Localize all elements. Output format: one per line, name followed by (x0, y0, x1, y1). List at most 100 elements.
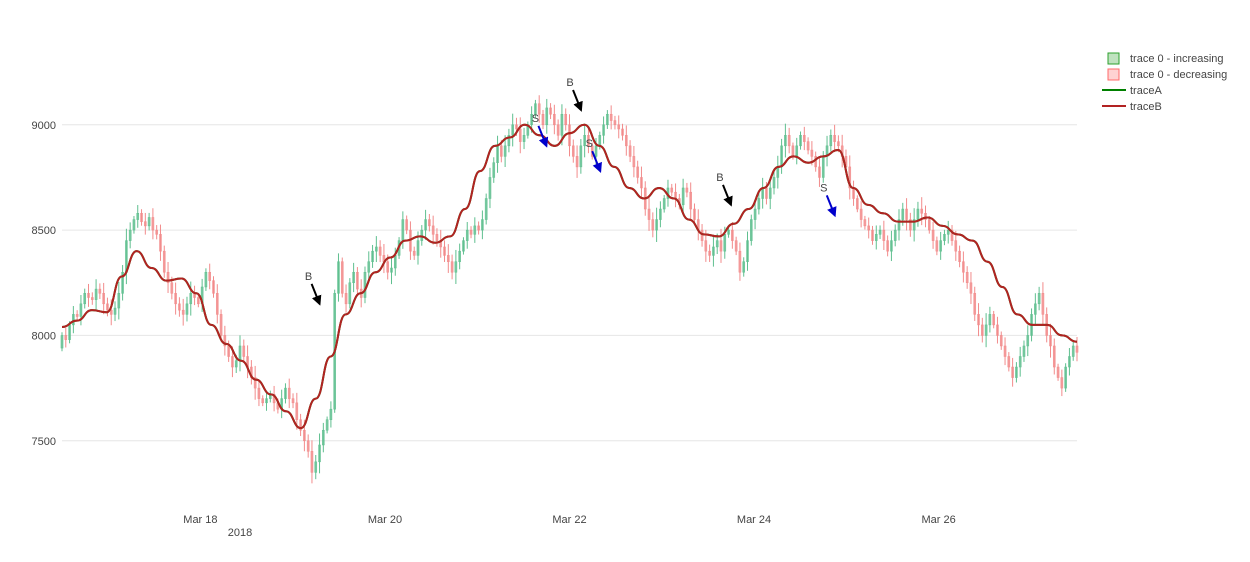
candle-body (162, 250, 166, 273)
candle-body (874, 234, 878, 241)
candle-body (965, 271, 969, 284)
candle-body (935, 240, 939, 252)
candle-body (386, 261, 390, 273)
candle-body (780, 145, 783, 168)
candle-body (234, 360, 238, 368)
annotation-arrow (591, 150, 602, 173)
candle-body (356, 271, 359, 290)
candle-body (185, 303, 189, 315)
annotation-label: S (586, 138, 593, 150)
candle-body (106, 303, 109, 311)
candle-body (670, 187, 674, 193)
annotation-label: B (305, 271, 312, 283)
x-axis: 2018 Mar 18 Mar 20 Mar 22 Mar 24 Mar 26 (183, 514, 955, 539)
candle-body (181, 309, 185, 315)
candle-body (890, 240, 893, 252)
candle-body (689, 191, 692, 210)
candle-body (715, 240, 719, 248)
candle-body (212, 280, 215, 294)
candle-body (564, 113, 568, 126)
candle-body (628, 145, 632, 157)
x-axis-year-label: 2018 (228, 527, 252, 539)
candle-body (420, 229, 424, 241)
candle-body (443, 246, 446, 256)
x-tick-label: Mar 24 (737, 514, 771, 526)
candle-body (568, 124, 571, 147)
candle-body (704, 240, 708, 252)
legend-item[interactable]: traceA (1102, 85, 1162, 97)
candle-body (545, 107, 549, 126)
candle-body (303, 429, 306, 442)
candle-body (878, 229, 882, 235)
candle-body (837, 141, 840, 147)
candle-body (144, 221, 147, 227)
candle-body (931, 229, 935, 241)
candle-body (856, 198, 859, 210)
candle-body (352, 271, 355, 284)
candle-body (753, 208, 757, 220)
candle-body (1068, 356, 1071, 368)
y-tick-label: 8500 (32, 225, 56, 237)
candle-body (534, 103, 537, 115)
candle-body (435, 234, 439, 241)
candle-body (401, 219, 405, 241)
candle-body (515, 124, 518, 130)
candle-body (742, 261, 746, 273)
candle-body (208, 271, 211, 281)
annotation-label: B (566, 77, 573, 89)
candle-body (674, 191, 677, 199)
y-tick-label: 7500 (32, 436, 56, 448)
x-tick-label: Mar 22 (552, 514, 586, 526)
legend-item[interactable]: trace 0 - decreasing (1107, 68, 1227, 81)
candle-body (969, 282, 973, 294)
candle-body (928, 219, 931, 231)
candle-body (189, 293, 193, 305)
candle-body (117, 293, 121, 309)
candle-body (507, 135, 511, 147)
candle-body (924, 212, 927, 220)
candle-body (920, 208, 924, 214)
candle-body (583, 135, 586, 147)
candle-body (140, 212, 143, 222)
annotation-label: S (532, 113, 539, 125)
legend-swatch (1107, 52, 1120, 65)
candle-body (1007, 356, 1011, 368)
candle-body (1056, 366, 1060, 378)
legend-item[interactable]: traceB (1102, 101, 1162, 113)
candle-body (378, 246, 382, 256)
candle-body (958, 250, 961, 262)
candle-body (973, 293, 977, 315)
candle-body (98, 288, 102, 294)
legend[interactable]: trace 0 - increasing trace 0 - decreasing… (1102, 52, 1227, 113)
candle-body (757, 198, 761, 210)
candle-body (810, 149, 814, 157)
traceA-line (61, 123, 1078, 430)
candles (60, 95, 1079, 484)
candle-body (1041, 293, 1045, 315)
candle-body (412, 250, 416, 256)
annotation-arrow (310, 283, 322, 306)
candle-body (659, 208, 662, 220)
candle-body (291, 398, 295, 404)
candle-body (238, 345, 242, 361)
legend-swatch (1107, 68, 1120, 81)
candle-body (416, 240, 420, 256)
candle-body (530, 113, 533, 126)
candle-body (484, 198, 488, 220)
candle-body (102, 293, 105, 305)
candle-body (606, 113, 609, 126)
candle-body (488, 177, 492, 199)
legend-item[interactable]: trace 0 - increasing (1107, 52, 1224, 65)
candle-body (598, 135, 602, 147)
candle-body (424, 219, 427, 231)
candle-body (909, 219, 912, 231)
candle-body (253, 377, 257, 389)
candle-body (390, 267, 393, 273)
candle-body (91, 297, 94, 300)
candle-body (784, 135, 787, 147)
candle-body (916, 208, 920, 220)
candle-body (806, 141, 810, 151)
candle-body (113, 307, 117, 315)
